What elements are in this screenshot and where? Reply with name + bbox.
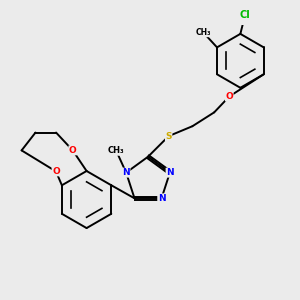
Text: N: N bbox=[158, 194, 165, 203]
Text: N: N bbox=[122, 168, 130, 177]
Text: CH₃: CH₃ bbox=[195, 28, 211, 37]
Text: O: O bbox=[52, 167, 60, 176]
Text: CH₃: CH₃ bbox=[108, 146, 124, 155]
Text: N: N bbox=[166, 168, 174, 177]
Text: S: S bbox=[165, 132, 172, 141]
Text: O: O bbox=[225, 92, 233, 101]
Text: Cl: Cl bbox=[240, 10, 250, 20]
Text: O: O bbox=[69, 146, 76, 155]
